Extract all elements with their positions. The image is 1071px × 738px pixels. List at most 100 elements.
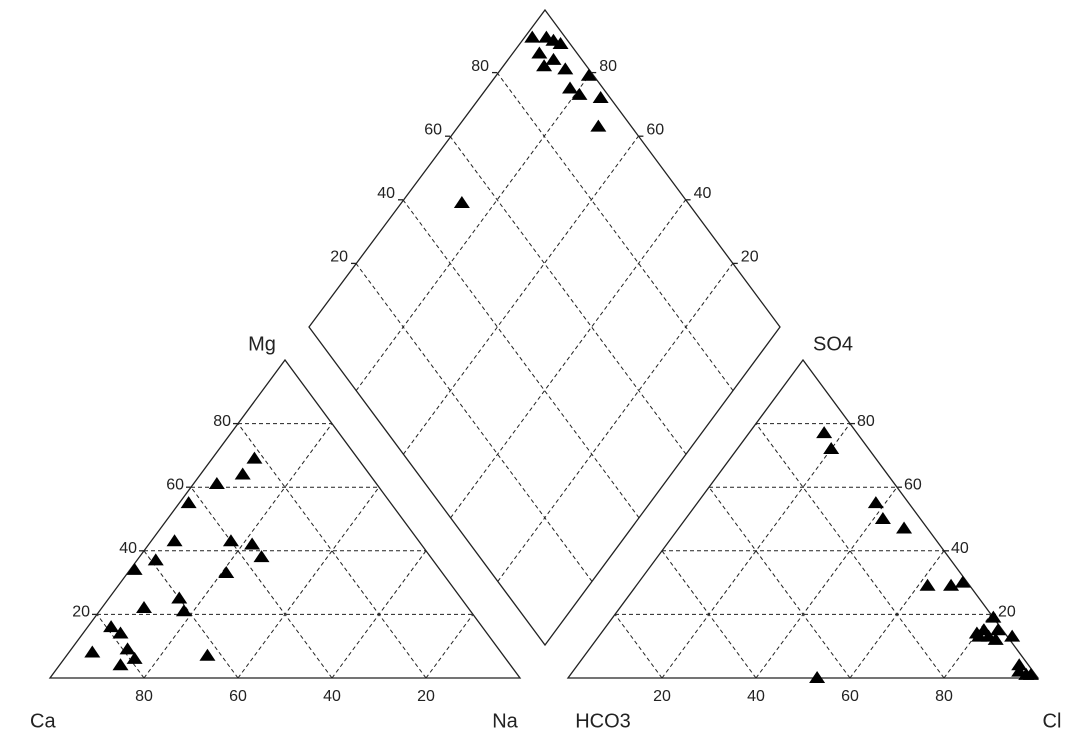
x-tick-label: 80 bbox=[135, 688, 153, 705]
vertex-label: Mg bbox=[248, 333, 276, 355]
marker bbox=[809, 671, 826, 683]
marker bbox=[954, 575, 971, 588]
grid-line bbox=[190, 486, 333, 679]
grid-line bbox=[755, 486, 898, 679]
marker bbox=[84, 645, 101, 658]
diamond-tick-label: 60 bbox=[424, 121, 442, 138]
y-tick-label: 40 bbox=[119, 540, 137, 557]
y-tick-label: 20 bbox=[72, 604, 90, 621]
marker bbox=[580, 68, 597, 81]
marker bbox=[823, 442, 840, 455]
marker bbox=[103, 620, 120, 633]
marker bbox=[1011, 658, 1028, 671]
grid-line bbox=[143, 423, 333, 679]
marker bbox=[208, 477, 225, 490]
marker bbox=[175, 604, 192, 617]
grid-line bbox=[96, 614, 145, 679]
marker bbox=[990, 623, 1007, 636]
marker bbox=[112, 626, 129, 639]
marker bbox=[1022, 667, 1039, 680]
marker bbox=[874, 512, 891, 524]
marker bbox=[119, 642, 136, 655]
diamond-tick-label: 20 bbox=[741, 249, 759, 266]
marker bbox=[919, 578, 936, 591]
diamond bbox=[308, 8, 781, 647]
marker bbox=[590, 119, 607, 132]
diamond-tick-label: 60 bbox=[646, 121, 664, 138]
marker bbox=[571, 87, 588, 100]
y-tick-label: 40 bbox=[951, 540, 969, 557]
vertex-label: Na bbox=[492, 710, 518, 732]
marker bbox=[552, 36, 569, 49]
anion-triangle bbox=[566, 358, 1040, 679]
marker bbox=[943, 578, 960, 591]
marker bbox=[218, 566, 235, 579]
diamond-tick-label: 80 bbox=[599, 58, 617, 75]
vertex-label: SO4 bbox=[813, 333, 853, 355]
x-tick-label: 60 bbox=[229, 688, 247, 705]
grid-line bbox=[449, 135, 687, 455]
marker bbox=[112, 658, 129, 671]
marker bbox=[867, 496, 884, 509]
grid-line bbox=[708, 486, 851, 679]
marker bbox=[126, 562, 143, 575]
grid-line bbox=[143, 550, 239, 679]
diamond-tick-label: 80 bbox=[471, 58, 489, 75]
marker bbox=[136, 601, 152, 614]
vertex-label: HCO3 bbox=[575, 710, 631, 732]
y-tick-label: 80 bbox=[213, 413, 231, 430]
x-tick-label: 80 bbox=[935, 688, 953, 705]
marker bbox=[246, 451, 263, 464]
x-tick-label: 60 bbox=[841, 688, 859, 705]
grid-line bbox=[425, 614, 474, 679]
grid-line bbox=[496, 72, 734, 391]
marker bbox=[562, 81, 579, 94]
marker bbox=[971, 629, 988, 642]
x-tick-label: 20 bbox=[417, 688, 435, 705]
grid-line bbox=[755, 423, 945, 679]
marker bbox=[453, 195, 470, 208]
diamond-tick-label: 40 bbox=[694, 185, 712, 202]
grid-line bbox=[661, 423, 851, 679]
grid-line bbox=[614, 614, 663, 679]
grid-line bbox=[331, 550, 427, 679]
diamond-tick-label: 40 bbox=[377, 185, 395, 202]
grid-line bbox=[355, 263, 593, 582]
x-tick-label: 40 bbox=[747, 688, 765, 705]
marker bbox=[199, 648, 216, 661]
marker bbox=[536, 59, 553, 72]
marker bbox=[985, 610, 1002, 623]
marker bbox=[557, 62, 574, 75]
marker bbox=[524, 30, 541, 43]
grid-line bbox=[237, 486, 380, 679]
marker bbox=[1011, 664, 1028, 677]
diamond-tick-label: 20 bbox=[330, 249, 348, 266]
vertex-label: Cl bbox=[1043, 710, 1062, 732]
marker bbox=[147, 553, 164, 566]
y-tick-label: 60 bbox=[166, 476, 184, 493]
y-tick-label: 60 bbox=[904, 476, 922, 493]
marker bbox=[816, 426, 833, 439]
cation-triangle bbox=[48, 358, 522, 679]
grid-line bbox=[237, 423, 427, 679]
grid-line bbox=[402, 199, 640, 519]
marker bbox=[244, 537, 261, 550]
marker bbox=[171, 591, 188, 604]
grid-line bbox=[402, 135, 639, 455]
vertex-label: Ca bbox=[30, 710, 56, 732]
marker bbox=[126, 651, 143, 664]
marker bbox=[987, 632, 1004, 645]
marker bbox=[545, 52, 562, 65]
marker bbox=[222, 534, 239, 547]
y-tick-label: 80 bbox=[857, 413, 875, 430]
grid-line bbox=[355, 72, 592, 391]
marker bbox=[896, 521, 913, 534]
x-tick-label: 40 bbox=[323, 688, 341, 705]
grid-line bbox=[661, 550, 757, 679]
grid-line bbox=[450, 199, 687, 519]
marker bbox=[592, 91, 609, 104]
marker bbox=[253, 550, 270, 563]
y-tick-label: 20 bbox=[998, 604, 1016, 621]
